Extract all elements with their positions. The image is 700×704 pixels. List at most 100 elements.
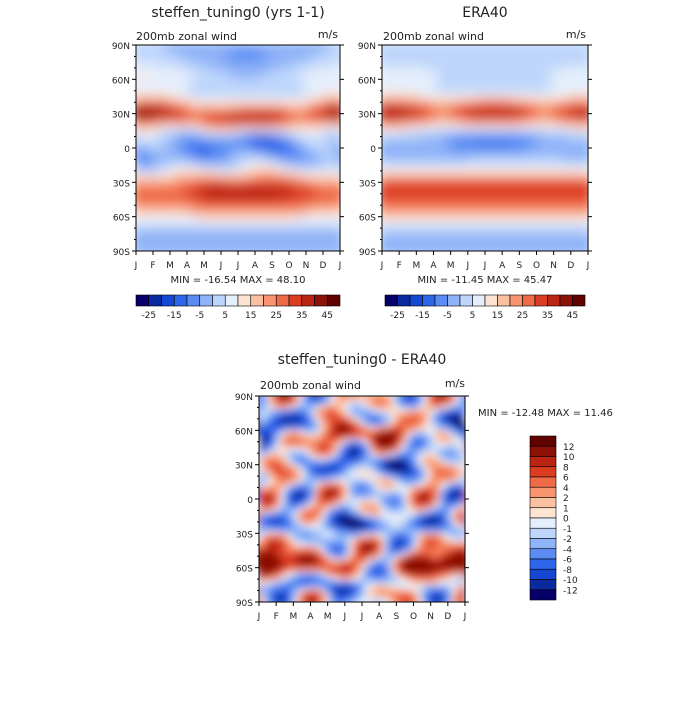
field-cell [162,88,167,93]
field-cell [327,97,332,102]
field-cell [238,204,243,209]
field-cell [251,122,256,127]
field-cell [438,58,443,63]
field-cell [391,109,396,114]
field-cell [571,105,576,110]
field-cell [579,152,584,157]
field-cell [327,182,332,187]
field-cell [455,208,460,213]
field-cell [268,45,273,50]
field-cell [506,152,511,157]
field-cell [255,92,260,97]
field-cell [391,157,396,162]
field-cell [208,195,213,200]
field-cell [412,127,417,132]
field-cell [179,182,184,187]
field-cell [340,242,345,247]
field-cell [549,238,554,243]
field-cell [506,161,511,166]
field-cell [191,109,196,114]
field-cell [532,234,537,239]
field-cell [541,97,546,102]
field-cell [468,139,473,144]
field-cell [136,182,141,187]
field-cell [259,62,264,67]
field-cell [268,187,273,192]
field-cell [558,204,563,209]
field-cell [276,101,281,106]
field-cell [464,165,469,170]
field-cell [196,191,201,196]
field-cell [315,195,320,200]
field-cell [276,84,281,89]
field-cell [549,139,554,144]
field-cell [506,157,511,162]
field-cell [170,101,175,106]
field-cell [306,242,311,247]
field-cell [554,204,559,209]
field-cell [403,174,408,179]
field-cell [532,221,537,226]
field-cell [511,118,516,123]
field-cell [191,92,196,97]
field-cell [434,157,439,162]
field-cell [306,234,311,239]
field-cell [442,169,447,174]
field-cell [306,139,311,144]
field-cell [429,75,434,80]
field-cell [157,178,162,183]
field-cell [506,195,511,200]
field-cell [187,225,192,230]
field-cell [268,169,273,174]
field-cell [310,79,315,84]
field-cell [238,208,243,213]
field-cell [179,230,184,235]
field-cell [451,157,456,162]
field-cell [403,139,408,144]
field-cell [281,234,286,239]
field-cell [310,251,315,256]
field-cell [157,225,162,230]
field-cell [515,49,520,54]
field-cell [196,109,201,114]
field-cell [481,200,486,205]
field-cell [416,127,421,132]
field-cell [425,152,430,157]
field-cell [281,204,286,209]
field-cell [327,144,332,149]
field-cell [408,174,413,179]
field-cell [498,88,503,93]
field-cell [519,191,524,196]
field-cell [242,182,247,187]
field-cell [421,54,426,59]
field-cell [259,131,264,136]
field-cell [157,131,162,136]
field-cell [315,182,320,187]
field-cell [298,97,303,102]
field-cell [238,165,243,170]
field-cell [323,225,328,230]
field-cell [489,71,494,76]
field-cell [327,62,332,67]
field-cell [166,230,171,235]
field-cell [562,230,567,235]
field-cell [276,251,281,256]
field-cell [442,49,447,54]
field-cell [200,200,205,205]
field-cell [515,200,520,205]
field-cell [230,169,235,174]
field-cell [554,131,559,136]
field-cell [515,157,520,162]
field-cell [136,242,141,247]
field-cell [399,109,404,114]
field-cell [571,139,576,144]
field-cell [327,234,332,239]
field-cell [451,148,456,153]
field-cell [323,204,328,209]
field-cell [412,71,417,76]
field-cell [208,84,213,89]
field-cell [255,230,260,235]
field-cell [554,88,559,93]
colorbar-label: 35 [296,311,307,321]
field-cell [196,157,201,162]
